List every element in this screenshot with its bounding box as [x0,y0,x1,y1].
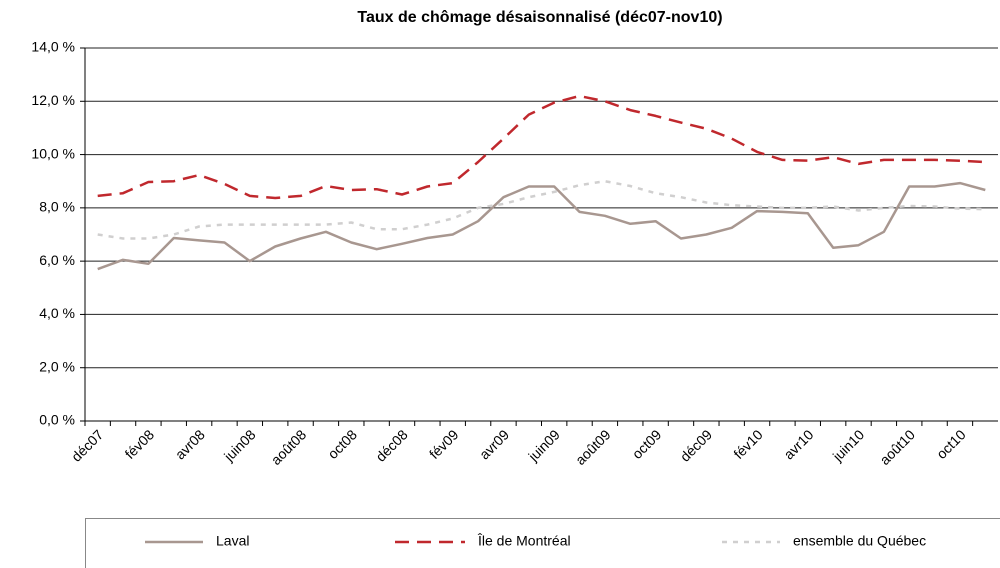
y-tick-label: 2,0 % [39,358,75,374]
x-tick-label: août08 [268,426,310,468]
x-tick-label: fév08 [122,426,158,462]
series-line [97,181,986,271]
x-tick-label: oct09 [629,426,665,462]
legend-box [85,518,1000,568]
y-tick-label: 4,0 % [39,305,75,321]
x-tick-label: avr08 [172,426,208,462]
x-tick-label: oct08 [324,426,360,462]
x-tick-label: avr10 [780,426,816,462]
chart-title: Taux de chômage désaisonnalisé (déc07-no… [357,9,722,26]
y-tick-label: 8,0 % [39,199,75,215]
legend-label: ensemble du Québec [793,533,926,549]
y-tick-label: 12,0 % [31,92,75,108]
x-tick-label: déc09 [677,426,715,464]
x-tick-label: déc08 [372,426,410,464]
y-tick-label: 6,0 % [39,252,75,268]
legend-label: Île de Montréal [477,533,571,549]
x-tick-label: fév10 [730,426,766,462]
x-tick-label: fév09 [426,426,462,462]
legend-label: Laval [216,533,249,549]
x-tick-label: juin10 [829,426,868,465]
y-tick-label: 10,0 % [31,145,75,161]
y-tick-label: 14,0 % [31,39,75,55]
x-tick-label: août10 [876,426,918,468]
series-line [97,179,986,240]
x-tick-label: oct10 [933,426,969,462]
x-tick-label: déc07 [68,426,106,464]
series-line [97,94,986,200]
x-tick-label: juin08 [220,426,259,465]
x-tick-label: août09 [572,426,614,468]
x-tick-label: avr09 [476,426,512,462]
x-tick-label: juin09 [524,426,563,465]
y-tick-label: 0,0 % [39,412,75,428]
